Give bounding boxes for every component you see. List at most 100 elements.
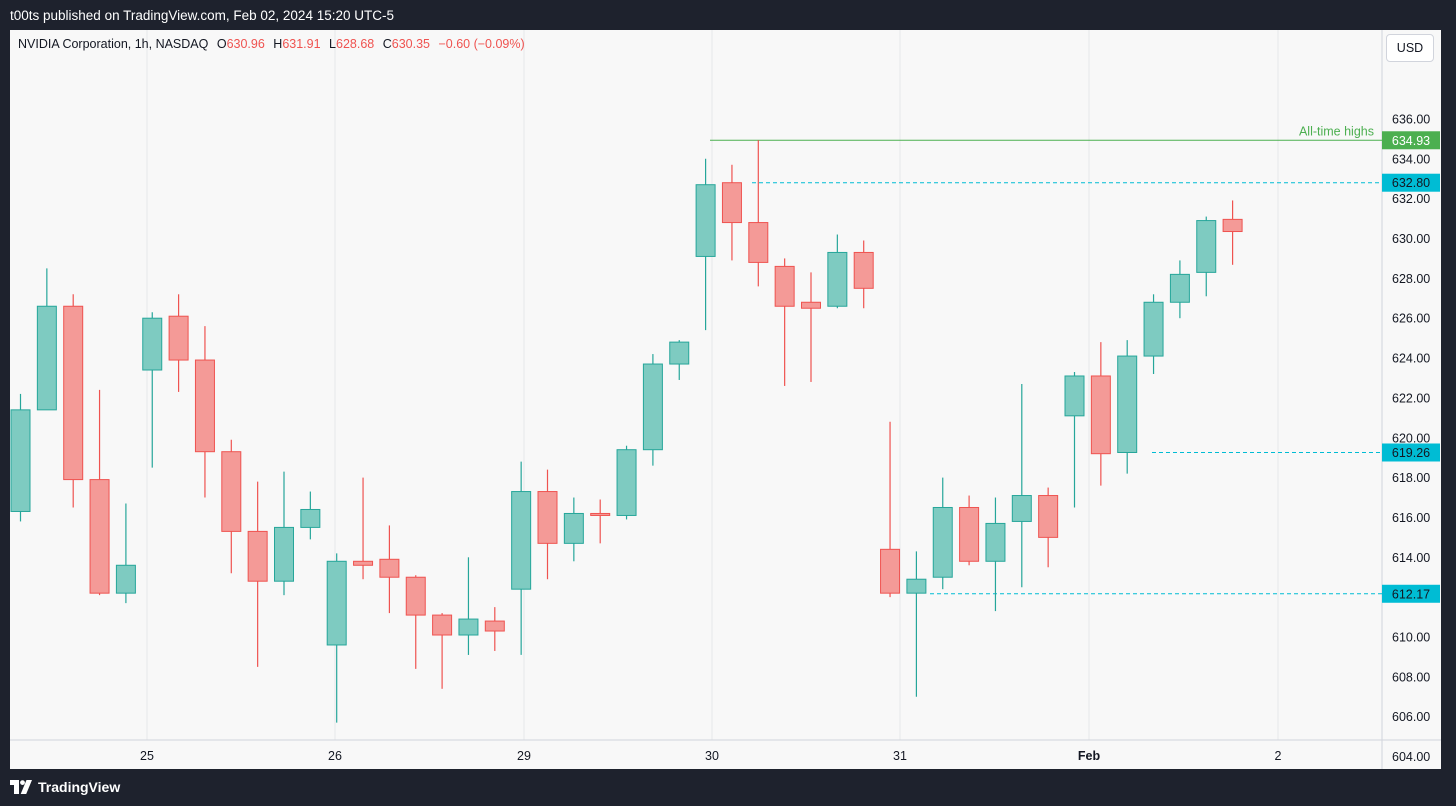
price-label-badge <box>1382 584 1440 603</box>
price-label-value: 634.93 <box>1392 134 1430 148</box>
candle-body-up[interactable] <box>1011 495 1032 522</box>
price-tick-label: 622.00 <box>1392 391 1430 405</box>
candle-body-up[interactable] <box>1143 301 1164 357</box>
tradingview-logo[interactable]: TradingView <box>10 779 120 795</box>
candle-body-up[interactable] <box>300 508 321 528</box>
time-tick-label: 31 <box>893 749 907 763</box>
symbol-legend: NVIDIA Corporation, 1h, NASDAQ O630.96 H… <box>18 37 525 51</box>
candle-body-down[interactable] <box>194 359 215 453</box>
price-label-badge <box>1382 173 1440 192</box>
price-label-value: 612.17 <box>1392 587 1430 601</box>
candle-body-down[interactable] <box>590 512 611 516</box>
candle-body-up[interactable] <box>695 184 716 257</box>
candle-body-up[interactable] <box>906 578 927 594</box>
candle-body-down[interactable] <box>379 558 400 578</box>
candle-body-down[interactable] <box>247 530 268 582</box>
time-tick-label: 26 <box>328 749 342 763</box>
price-tick-label: 614.00 <box>1392 551 1430 565</box>
price-tick-label: 610.00 <box>1392 631 1430 645</box>
plot-background <box>10 30 1441 769</box>
candle-body-up[interactable] <box>458 618 479 636</box>
candle-body-down[interactable] <box>801 301 821 309</box>
time-tick-label: 30 <box>705 749 719 763</box>
candle-body-up[interactable] <box>1064 375 1085 417</box>
candle-body-down[interactable] <box>432 614 453 636</box>
price-tick-label: 630.00 <box>1392 232 1430 246</box>
close-value: 630.35 <box>391 37 430 51</box>
candle-body-down[interactable] <box>89 479 110 594</box>
candle-body-down[interactable] <box>221 451 242 532</box>
price-label-badge <box>1382 131 1440 150</box>
price-tick-label: 636.00 <box>1392 112 1430 126</box>
candle-body-down[interactable] <box>774 265 795 307</box>
publisher-bar: t00ts published on TradingView.com, Feb … <box>0 0 1456 32</box>
candle-body-up[interactable] <box>36 305 57 411</box>
candle-body-down[interactable] <box>537 491 558 544</box>
candle-body-down[interactable] <box>168 315 189 361</box>
currency-button[interactable]: USD <box>1386 34 1434 62</box>
time-tick-label: 25 <box>140 749 154 763</box>
chart-frame: 604.00606.00608.00610.00612.00614.00616.… <box>10 30 1441 769</box>
candle-body-up[interactable] <box>563 512 584 544</box>
candle-body-down[interactable] <box>1090 375 1111 455</box>
candle-body-up[interactable] <box>642 363 663 451</box>
candle-body-up[interactable] <box>326 560 347 646</box>
candle-body-up[interactable] <box>115 564 136 594</box>
price-tick-label: 626.00 <box>1392 312 1430 326</box>
candle-body-up[interactable] <box>1169 273 1190 303</box>
candle-body-down[interactable] <box>721 182 742 224</box>
candle-body-up[interactable] <box>10 409 31 512</box>
price-tick-label: 608.00 <box>1392 670 1430 684</box>
high-label: H <box>273 37 283 51</box>
candle-body-down[interactable] <box>880 548 901 594</box>
open-label: O <box>216 37 227 51</box>
candle-body-up[interactable] <box>142 317 163 371</box>
candle-body-up[interactable] <box>985 522 1006 562</box>
tradingview-icon <box>10 780 32 794</box>
candle-body-up[interactable] <box>1117 355 1138 453</box>
price-tick-label: 628.00 <box>1392 272 1430 286</box>
candle-body-down[interactable] <box>405 576 426 616</box>
high-value: 631.91 <box>282 37 321 51</box>
candle-body-down[interactable] <box>353 560 374 566</box>
candle-body-up[interactable] <box>827 251 848 307</box>
candle-body-up[interactable] <box>274 526 294 582</box>
time-tick-label: 29 <box>517 749 531 763</box>
price-tick-label: 618.00 <box>1392 471 1430 485</box>
time-tick-label: Feb <box>1078 749 1101 763</box>
candle-body-down[interactable] <box>853 251 874 289</box>
candlestick-chart[interactable]: 604.00606.00608.00610.00612.00614.00616.… <box>10 30 1441 769</box>
price-tick-label: 624.00 <box>1392 352 1430 366</box>
low-label: L <box>329 37 336 51</box>
price-tick-label: 616.00 <box>1392 511 1430 525</box>
candle-body-up[interactable] <box>669 341 690 365</box>
candle-body-up[interactable] <box>1196 220 1217 273</box>
price-tick-label: 606.00 <box>1392 710 1430 724</box>
price-label-badge <box>1382 443 1440 462</box>
footer-bar: TradingView <box>0 770 1456 806</box>
price-label-value: 619.26 <box>1392 446 1430 460</box>
all-time-highs-label: All-time highs <box>1299 124 1374 138</box>
candle-body-up[interactable] <box>616 449 637 516</box>
price-tick-label: 634.00 <box>1392 152 1430 166</box>
price-label-value: 632.80 <box>1392 176 1430 190</box>
time-tick-label: 2 <box>1275 749 1282 763</box>
candle-body-up[interactable] <box>511 491 532 590</box>
low-value: 628.68 <box>336 37 375 51</box>
symbol-name: NVIDIA Corporation, 1h, NASDAQ <box>18 37 209 51</box>
change-value: −0.60 (−0.09%) <box>438 37 525 51</box>
price-tick-label: 632.00 <box>1392 192 1430 206</box>
candle-body-down[interactable] <box>1038 495 1059 538</box>
price-tick-label: 604.00 <box>1392 750 1430 764</box>
price-tick-label: 620.00 <box>1392 431 1430 445</box>
publisher-text: t00ts published on TradingView.com, Feb … <box>10 8 394 23</box>
tradingview-brand: TradingView <box>38 779 121 795</box>
open-value: 630.96 <box>226 37 265 51</box>
candle-body-down[interactable] <box>959 506 980 562</box>
close-label: C <box>382 37 392 51</box>
candle-body-down[interactable] <box>63 305 84 481</box>
candle-body-down[interactable] <box>484 620 505 632</box>
candle-body-down[interactable] <box>748 222 769 263</box>
candle-body-up[interactable] <box>932 506 953 578</box>
candle-body-down[interactable] <box>1222 218 1243 233</box>
